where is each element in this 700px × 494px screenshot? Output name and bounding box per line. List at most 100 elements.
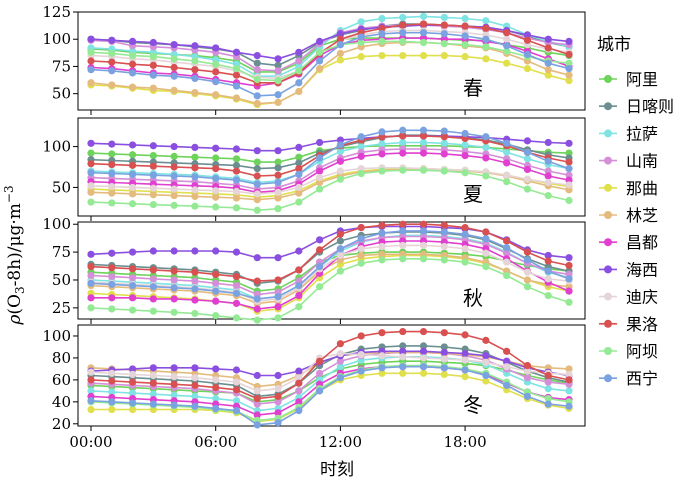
data-point <box>128 370 137 379</box>
data-point <box>399 51 407 60</box>
data-point <box>274 419 282 427</box>
data-point <box>565 261 573 270</box>
data-point <box>378 30 386 38</box>
legend-marker <box>604 211 612 219</box>
data-point <box>440 221 448 229</box>
data-point <box>503 381 511 389</box>
data-point <box>87 271 95 280</box>
data-point <box>191 57 199 65</box>
data-point <box>170 372 178 381</box>
data-point <box>336 230 344 238</box>
data-point <box>482 358 490 366</box>
data-point <box>440 13 448 22</box>
data-point <box>440 355 448 363</box>
data-point <box>232 299 241 307</box>
data-point <box>295 266 303 274</box>
x-tick-label: 18:00 <box>443 433 486 451</box>
data-point <box>544 172 552 180</box>
data-point <box>212 78 220 86</box>
data-point <box>378 364 386 372</box>
data-point <box>170 72 178 80</box>
data-point <box>149 307 157 315</box>
legend-item: 拉萨 <box>599 124 658 143</box>
data-point <box>544 191 552 200</box>
data-point <box>461 356 469 364</box>
data-point <box>253 411 261 419</box>
data-point <box>253 172 261 180</box>
data-point <box>419 347 428 355</box>
data-point <box>419 29 428 37</box>
data-point <box>170 401 178 409</box>
data-point <box>212 383 220 392</box>
data-point <box>253 206 261 214</box>
data-point <box>170 308 178 316</box>
data-point <box>503 347 511 355</box>
data-point <box>565 50 573 59</box>
data-point <box>274 205 282 213</box>
data-point <box>274 188 282 196</box>
data-point <box>128 161 137 169</box>
data-point <box>170 191 178 200</box>
data-point <box>274 164 282 172</box>
data-point <box>191 143 199 151</box>
data-point <box>399 255 407 263</box>
data-point <box>295 153 303 161</box>
data-point <box>336 267 344 275</box>
data-point <box>128 248 137 256</box>
data-point <box>128 399 137 407</box>
legend-item: 山南 <box>599 152 658 171</box>
data-point <box>253 66 261 74</box>
series-阿坝 <box>87 255 573 324</box>
data-point <box>295 57 303 65</box>
data-point <box>295 379 303 387</box>
data-point <box>503 139 511 147</box>
data-point <box>274 171 282 179</box>
data-point <box>482 352 490 360</box>
data-point <box>295 170 303 178</box>
data-point <box>212 287 220 295</box>
data-point <box>274 398 282 406</box>
data-point <box>544 371 552 380</box>
data-point <box>149 390 157 398</box>
data-point <box>232 407 241 415</box>
data-point <box>191 381 199 389</box>
data-point <box>544 378 552 386</box>
data-point <box>149 200 157 209</box>
data-point <box>316 138 324 147</box>
data-point <box>212 68 220 76</box>
data-point <box>232 314 241 322</box>
data-point <box>128 294 137 302</box>
data-point <box>357 245 365 253</box>
data-point <box>565 298 573 306</box>
data-point <box>378 352 386 360</box>
data-point <box>399 353 407 361</box>
data-point <box>482 24 490 32</box>
data-point <box>128 69 137 77</box>
data-point <box>149 364 157 372</box>
data-point <box>378 221 386 229</box>
data-point <box>170 63 178 72</box>
data-point <box>128 200 137 208</box>
data-point <box>336 157 344 165</box>
data-point <box>523 155 532 163</box>
data-point <box>149 371 157 380</box>
x-axis-title: 时刻 <box>320 460 354 480</box>
data-point <box>419 255 428 263</box>
data-point <box>419 12 428 20</box>
data-point <box>357 235 365 243</box>
data-point <box>399 220 407 228</box>
data-point <box>482 43 490 51</box>
data-point <box>461 14 469 23</box>
data-point <box>565 387 573 395</box>
data-point <box>212 247 220 255</box>
data-point <box>565 402 573 410</box>
data-point <box>461 129 469 138</box>
data-point <box>461 349 469 358</box>
data-point <box>295 398 303 406</box>
data-point <box>274 77 282 85</box>
data-point <box>503 249 511 257</box>
legend-item: 那曲 <box>599 179 658 198</box>
season-label: 夏 <box>463 182 483 206</box>
data-point <box>212 144 220 152</box>
data-point <box>232 289 241 297</box>
